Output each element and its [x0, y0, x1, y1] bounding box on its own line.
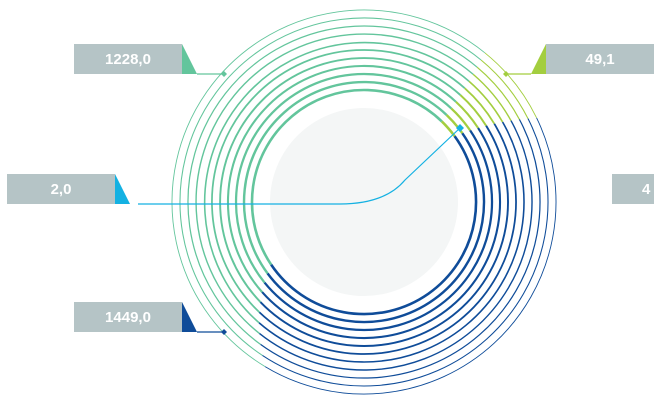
ring-blue-segment: [261, 127, 502, 340]
value-label-1228: 1228,0: [74, 44, 182, 74]
ring-blue-segment: [258, 120, 533, 371]
marker-tab-blue: [182, 302, 197, 332]
ring-lime-segment: [440, 120, 456, 137]
ring-blue-segment: [262, 118, 549, 387]
label-connectors: [115, 44, 627, 335]
ring-blue-segment: [259, 125, 509, 347]
ring-blue-segment: [263, 129, 494, 332]
marker-tab-cyan: [115, 174, 130, 204]
ring-green-segment: [203, 41, 470, 324]
ring-lime-segment: [459, 94, 487, 127]
ring-green-segment: [226, 65, 457, 293]
marker-tab-lime: [531, 44, 546, 74]
connector-dot-blue: [221, 329, 227, 335]
ring-lime-segment: [480, 59, 529, 119]
ring-green-segment: [171, 9, 486, 367]
ring-lime-segment: [450, 107, 472, 132]
connector-cyan: [138, 127, 461, 205]
ring-green-segment: [250, 88, 443, 266]
ring-green-segment: [195, 33, 474, 335]
ring-blue-segment: [266, 132, 486, 324]
concentric-rings: [171, 9, 557, 395]
connector-dot-cyan: [456, 124, 464, 132]
ring-green-segment: [179, 17, 482, 356]
ring-blue-segment: [264, 117, 557, 395]
ring-lime-segment: [476, 66, 520, 120]
marker-tab-green: [182, 44, 197, 74]
ring-lime-segment: [472, 73, 512, 121]
value-label-1449: 1449,0: [74, 302, 182, 332]
ring-green-segment: [219, 57, 461, 303]
ring-green-segment: [242, 80, 448, 275]
ring-lime-segment: [464, 87, 496, 125]
value-label-2: 2,0: [7, 174, 115, 204]
ring-blue-segment: [258, 121, 525, 363]
ring-green-segment: [234, 72, 453, 284]
ring-lime-segment: [468, 80, 504, 123]
ring-lime-segment: [445, 114, 464, 134]
value-label-49-1: 49,1: [546, 44, 654, 74]
connector-dot-lime: [503, 71, 509, 77]
connector-dot-green: [221, 71, 227, 77]
value-label-partial: 4: [612, 174, 654, 204]
ring-green-segment: [187, 25, 478, 345]
ring-lime-segment: [455, 100, 479, 129]
ring-lime-segment: [484, 52, 537, 119]
ring-blue-segment: [260, 119, 541, 379]
ring-blue-segment: [258, 123, 517, 355]
ring-blue-segment: [270, 135, 478, 316]
ring-green-segment: [211, 49, 466, 313]
